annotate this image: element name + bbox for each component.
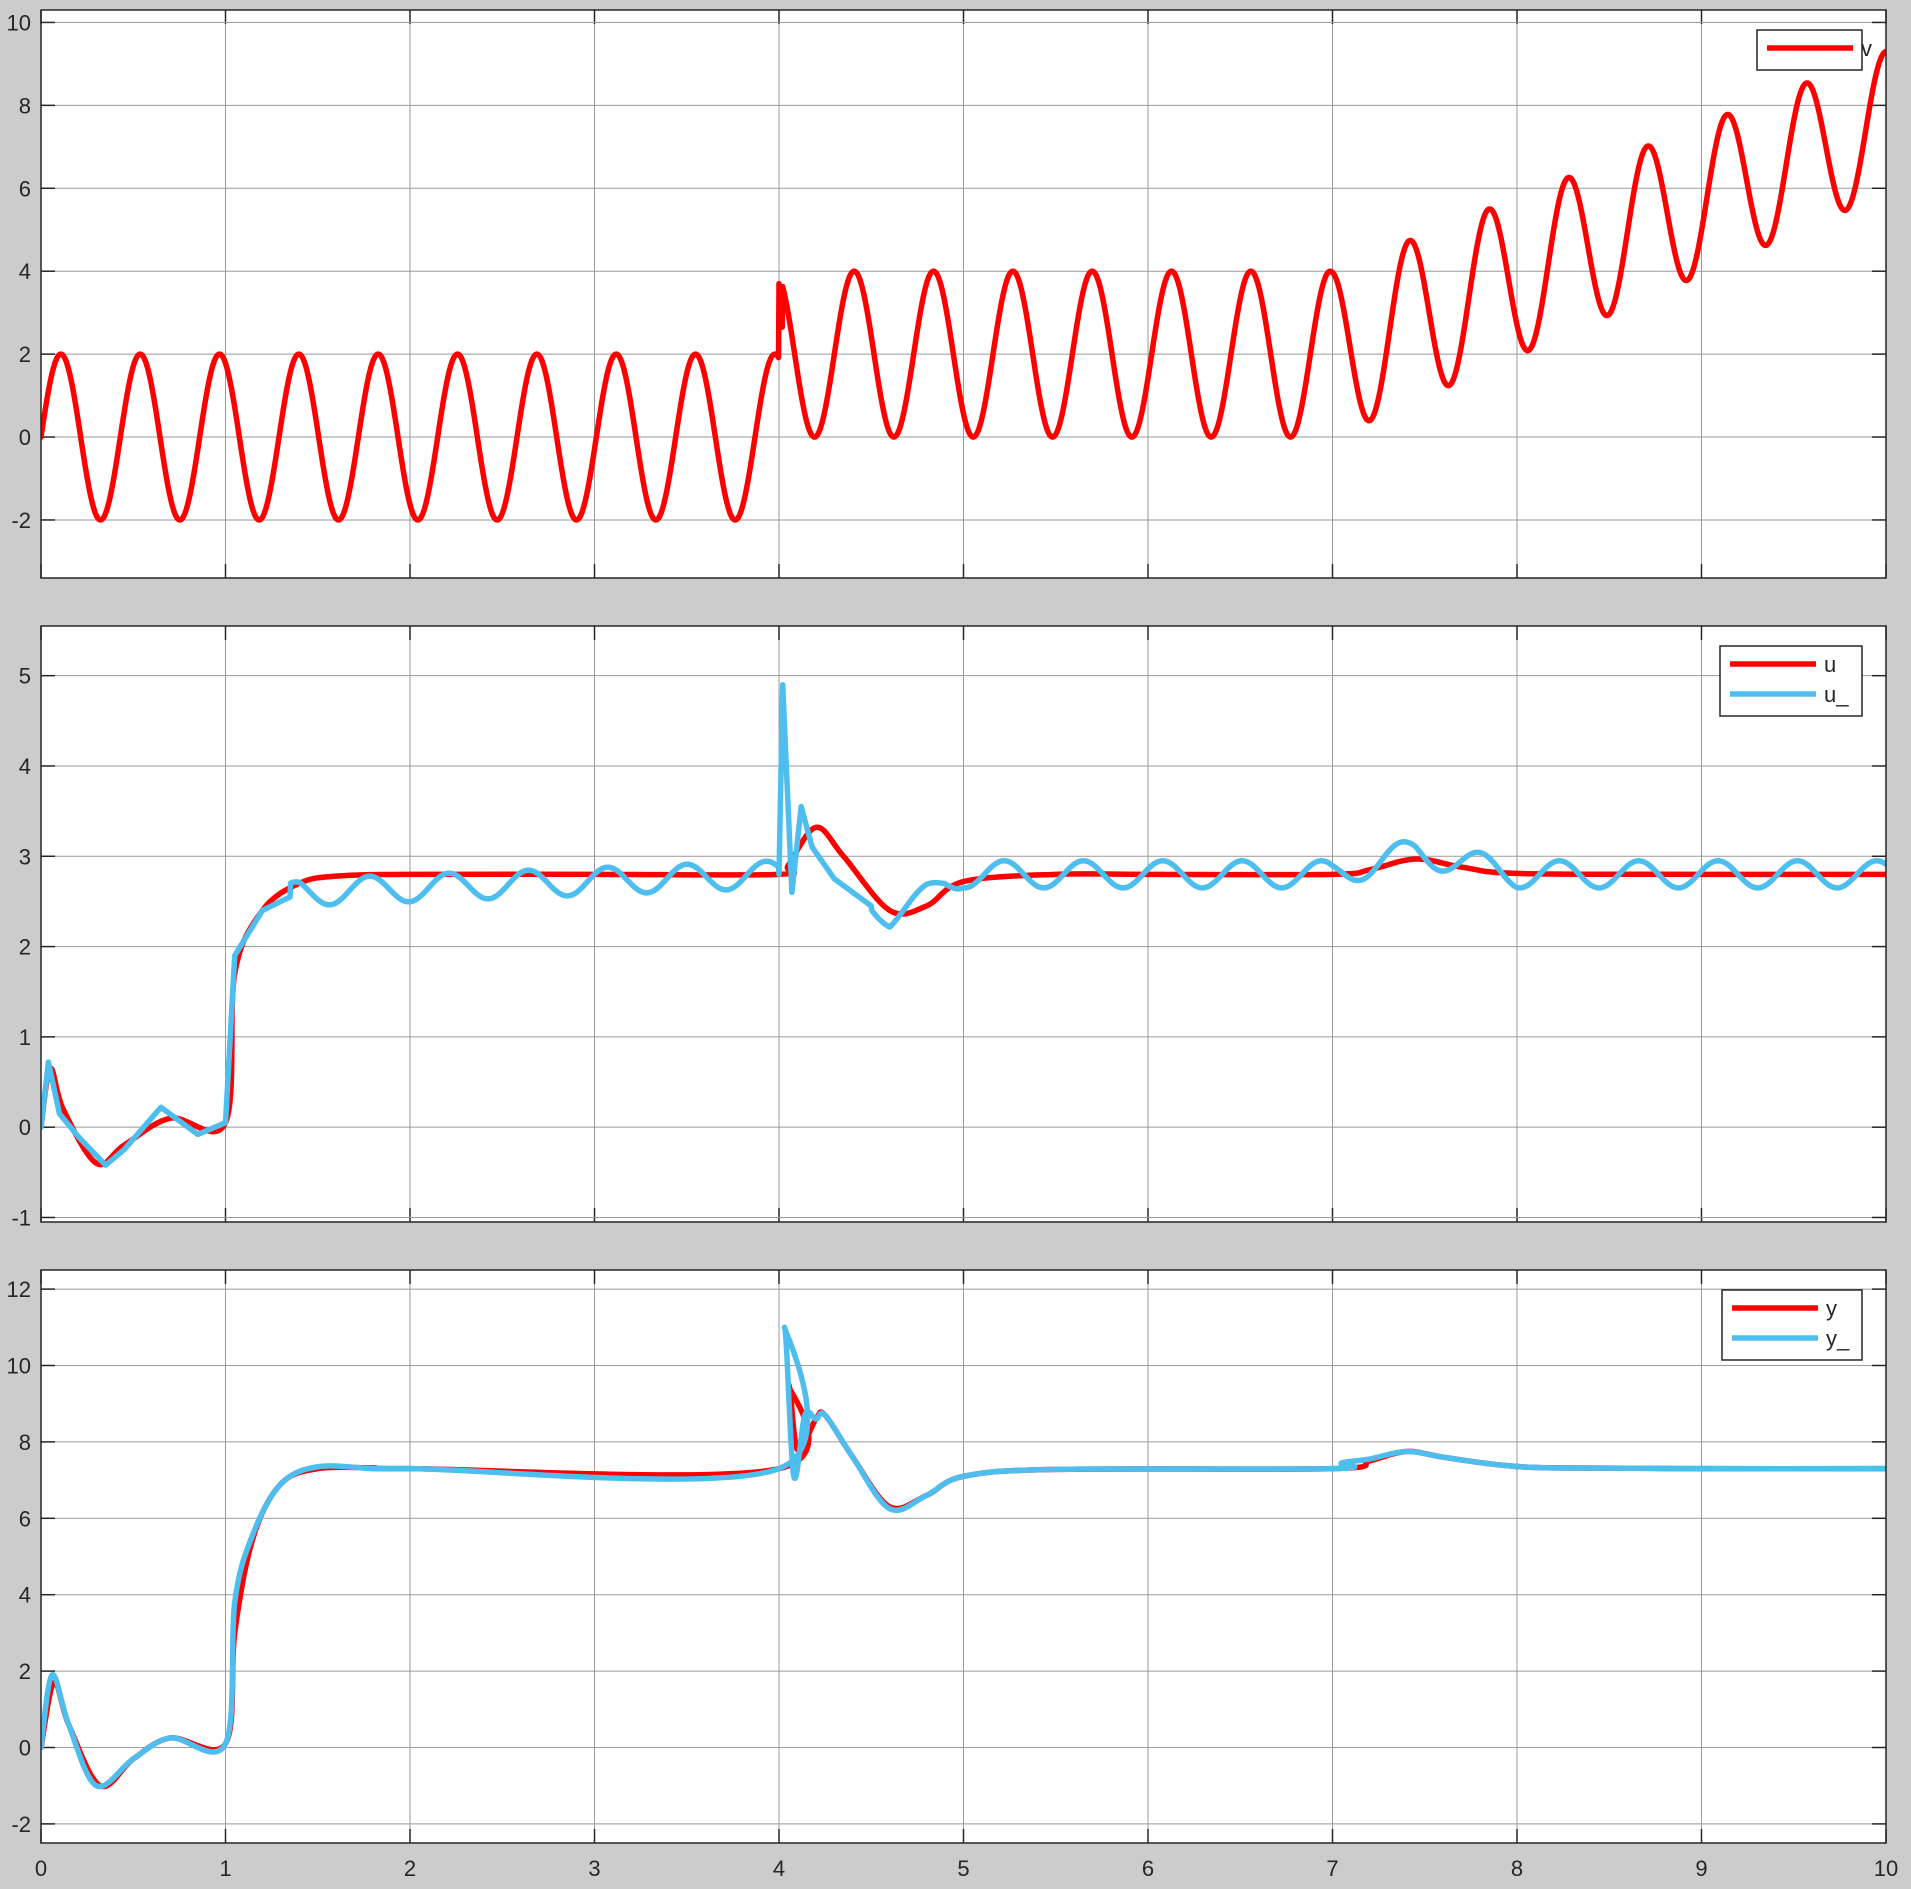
axes-frame (40, 625, 1887, 1223)
y-tick-label: 8 (19, 93, 31, 118)
x-tick-label: 6 (1142, 1856, 1154, 1881)
legend-box (1719, 645, 1863, 717)
legend-label: y (1826, 1296, 1837, 1321)
y-tick-label: 10 (7, 10, 31, 35)
y-tick-label: 6 (19, 1506, 31, 1531)
y-tick-label: 12 (7, 1277, 31, 1302)
x-tick-label: 3 (588, 1856, 600, 1881)
axes-frame (40, 9, 1887, 579)
y-tick-label: -2 (11, 1812, 31, 1837)
x-tick-label: 10 (1874, 1856, 1898, 1881)
series-line-u_ (41, 681, 1886, 1168)
x-tick-label: 0 (35, 1856, 47, 1881)
y-tick-label: 4 (19, 1583, 31, 1608)
subplot-1: -2 0 2 4 6 8 10 v (7, 9, 1887, 579)
series-line-y_ (41, 1324, 1886, 1790)
y-tick-label: 10 (7, 1354, 31, 1379)
axes-frame (40, 1269, 1887, 1844)
y-tick-label: 5 (19, 664, 31, 689)
y-tick-label: 2 (19, 935, 31, 960)
y-tick-label: 0 (19, 1115, 31, 1140)
y-tick-label: 4 (19, 754, 31, 779)
series-line-v (41, 48, 1886, 523)
x-tick-label: 7 (1326, 1856, 1338, 1881)
x-tick-label: 1 (219, 1856, 231, 1881)
legend-label: u (1824, 652, 1836, 677)
legend: u u_ (1719, 645, 1863, 717)
x-tick-label: 4 (773, 1856, 785, 1881)
y-tick-label: 0 (19, 1736, 31, 1761)
y-tick-label: 0 (19, 425, 31, 450)
y-tick-label: 2 (19, 342, 31, 367)
y-tick-label: 2 (19, 1659, 31, 1684)
subplot-2: -1 0 1 2 3 4 5 u u_ (11, 625, 1887, 1230)
legend-label: y_ (1826, 1326, 1850, 1351)
x-tick-label: 2 (404, 1856, 416, 1881)
legend: v (1756, 29, 1872, 71)
x-tick-label: 5 (957, 1856, 969, 1881)
x-tick-label: 8 (1511, 1856, 1523, 1881)
y-tick-label: 8 (19, 1430, 31, 1455)
y-tick-label: -2 (11, 508, 31, 533)
legend-label: v (1861, 36, 1872, 61)
legend: y y_ (1721, 1289, 1863, 1361)
y-tick-label: 4 (19, 259, 31, 284)
y-tick-label: 6 (19, 176, 31, 201)
y-tick-label: 3 (19, 844, 31, 869)
y-tick-label: -1 (11, 1205, 31, 1230)
x-tick-label: 9 (1695, 1856, 1707, 1881)
legend-label: u_ (1824, 682, 1849, 707)
legend-box (1721, 1289, 1863, 1361)
y-tick-label: 1 (19, 1025, 31, 1050)
